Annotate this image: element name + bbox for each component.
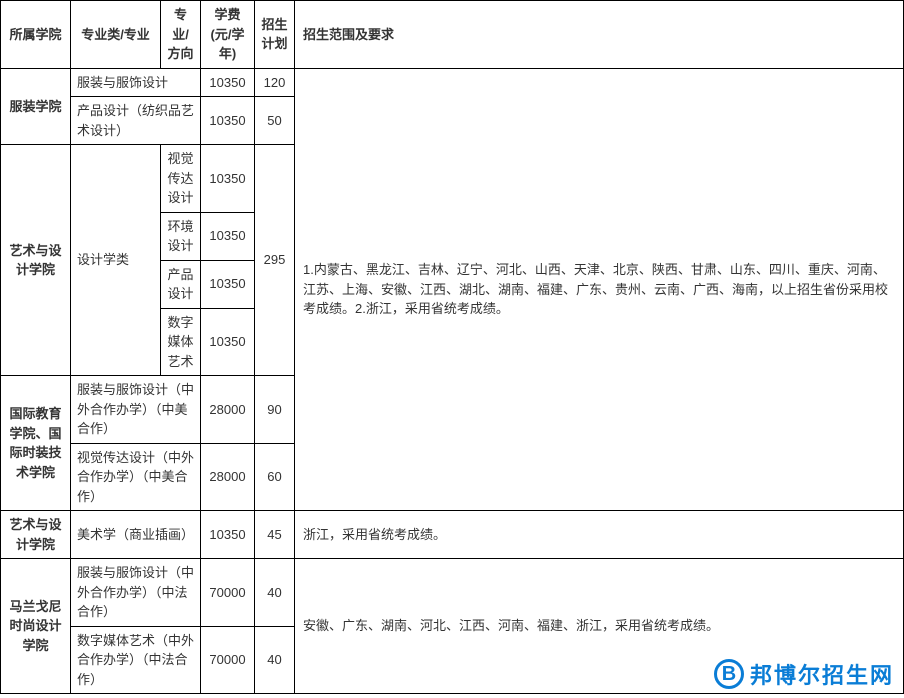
quota-cell: 40 (255, 626, 295, 694)
header-row: 所属学院 专业类/专业 专业/方向 学费(元/学年) 招生计划 招生范围及要求 (1, 1, 904, 69)
scope-cell: 1.内蒙古、黑龙江、吉林、辽宁、河北、山西、天津、北京、陕西、甘肃、山东、四川、… (295, 68, 904, 511)
scope-cell: 安徽、广东、湖南、河北、江西、河南、福建、浙江，采用省统考成绩。 (295, 559, 904, 694)
tuition-cell: 10350 (201, 308, 255, 376)
quota-cell: 60 (255, 443, 295, 511)
tuition-cell: 28000 (201, 376, 255, 444)
tuition-cell: 10350 (201, 68, 255, 97)
quota-cell: 45 (255, 511, 295, 559)
header-major: 专业类/专业 (71, 1, 161, 69)
header-quota: 招生计划 (255, 1, 295, 69)
header-direction: 专业/方向 (161, 1, 201, 69)
quota-cell: 90 (255, 376, 295, 444)
tuition-cell: 10350 (201, 212, 255, 260)
quota-cell: 40 (255, 559, 295, 627)
major-cell: 美术学（商业插画） (71, 511, 201, 559)
major-cell: 服装与服饰设计（中外合作办学）（中法合作） (71, 559, 201, 627)
direction-cell: 视觉传达设计 (161, 145, 201, 213)
tuition-cell: 70000 (201, 559, 255, 627)
major-cell: 数字媒体艺术（中外合作办学）（中法合作） (71, 626, 201, 694)
quota-cell: 120 (255, 68, 295, 97)
header-college: 所属学院 (1, 1, 71, 69)
college-cell: 马兰戈尼时尚设计学院 (1, 559, 71, 694)
header-tuition: 学费(元/学年) (201, 1, 255, 69)
table-row: 服装学院 服装与服饰设计 10350 120 1.内蒙古、黑龙江、吉林、辽宁、河… (1, 68, 904, 97)
college-cell: 艺术与设计学院 (1, 511, 71, 559)
major-cell: 视觉传达设计（中外合作办学）（中美合作） (71, 443, 201, 511)
college-cell: 服装学院 (1, 68, 71, 145)
major-cell: 服装与服饰设计 (71, 68, 201, 97)
college-cell: 国际教育学院、国际时装技术学院 (1, 376, 71, 511)
tuition-cell: 10350 (201, 260, 255, 308)
admission-table: 所属学院 专业类/专业 专业/方向 学费(元/学年) 招生计划 招生范围及要求 … (0, 0, 904, 694)
quota-cell: 50 (255, 97, 295, 145)
major-cell: 设计学类 (71, 145, 161, 376)
tuition-cell: 70000 (201, 626, 255, 694)
quota-cell: 295 (255, 145, 295, 376)
direction-cell: 产品设计 (161, 260, 201, 308)
direction-cell: 数字媒体艺术 (161, 308, 201, 376)
tuition-cell: 28000 (201, 443, 255, 511)
college-cell: 艺术与设计学院 (1, 145, 71, 376)
tuition-cell: 10350 (201, 145, 255, 213)
major-cell: 服装与服饰设计（中外合作办学）（中美合作） (71, 376, 201, 444)
scope-cell: 浙江，采用省统考成绩。 (295, 511, 904, 559)
major-cell: 产品设计（纺织品艺术设计） (71, 97, 201, 145)
direction-cell: 环境设计 (161, 212, 201, 260)
table-row: 艺术与设计学院 美术学（商业插画） 10350 45 浙江，采用省统考成绩。 (1, 511, 904, 559)
table-row: 马兰戈尼时尚设计学院 服装与服饰设计（中外合作办学）（中法合作） 70000 4… (1, 559, 904, 627)
tuition-cell: 10350 (201, 97, 255, 145)
header-scope: 招生范围及要求 (295, 1, 904, 69)
tuition-cell: 10350 (201, 511, 255, 559)
